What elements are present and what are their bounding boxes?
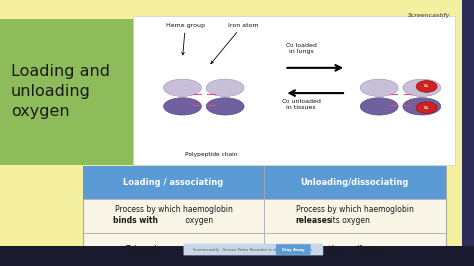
Ellipse shape	[360, 79, 398, 97]
Text: O₂ unloaded
in tissues: O₂ unloaded in tissues	[282, 99, 320, 110]
FancyBboxPatch shape	[133, 16, 455, 165]
Text: oxygen: oxygen	[182, 216, 213, 225]
FancyBboxPatch shape	[83, 166, 446, 199]
Circle shape	[416, 102, 437, 114]
Text: Screencastify: Screencastify	[408, 13, 450, 18]
Ellipse shape	[164, 79, 201, 97]
Ellipse shape	[164, 98, 201, 115]
Text: Takes pla: Takes pla	[127, 245, 162, 254]
Ellipse shape	[360, 98, 398, 115]
Text: binds with: binds with	[113, 216, 158, 225]
Text: Iron atom: Iron atom	[211, 23, 258, 64]
Text: Process by which haemoglobin: Process by which haemoglobin	[115, 205, 233, 214]
Ellipse shape	[403, 98, 441, 115]
FancyBboxPatch shape	[0, 19, 137, 165]
Text: Loading and
unloading
oxygen: Loading and unloading oxygen	[11, 64, 110, 119]
Text: ce in the: ce in the	[308, 245, 343, 254]
Text: Screencastify - Screen Video Recorder is sharing your screen.: Screencastify - Screen Video Recorder is…	[193, 248, 313, 252]
Text: its oxygen: its oxygen	[328, 216, 370, 225]
FancyBboxPatch shape	[183, 244, 323, 255]
Text: O₂ loaded
in lungs: O₂ loaded in lungs	[285, 43, 317, 54]
Text: O₂: O₂	[424, 106, 429, 110]
Ellipse shape	[403, 79, 441, 97]
Ellipse shape	[206, 79, 244, 97]
FancyBboxPatch shape	[0, 246, 474, 266]
Text: Stay Away: Stay Away	[282, 248, 305, 252]
FancyBboxPatch shape	[83, 166, 446, 266]
Text: Unloading/dissociating: Unloading/dissociating	[301, 178, 409, 187]
Circle shape	[416, 81, 437, 92]
Text: Loading / associating: Loading / associating	[124, 178, 224, 187]
FancyBboxPatch shape	[276, 244, 310, 255]
FancyBboxPatch shape	[462, 0, 474, 246]
Text: tissues: tissues	[357, 245, 387, 254]
Text: Polypeptide chain: Polypeptide chain	[185, 152, 237, 157]
Text: releases: releases	[295, 216, 331, 225]
Text: Heme group: Heme group	[166, 23, 205, 55]
Text: O₂: O₂	[424, 84, 429, 89]
Text: Process by which haemoglobin: Process by which haemoglobin	[296, 205, 414, 214]
Ellipse shape	[206, 98, 244, 115]
